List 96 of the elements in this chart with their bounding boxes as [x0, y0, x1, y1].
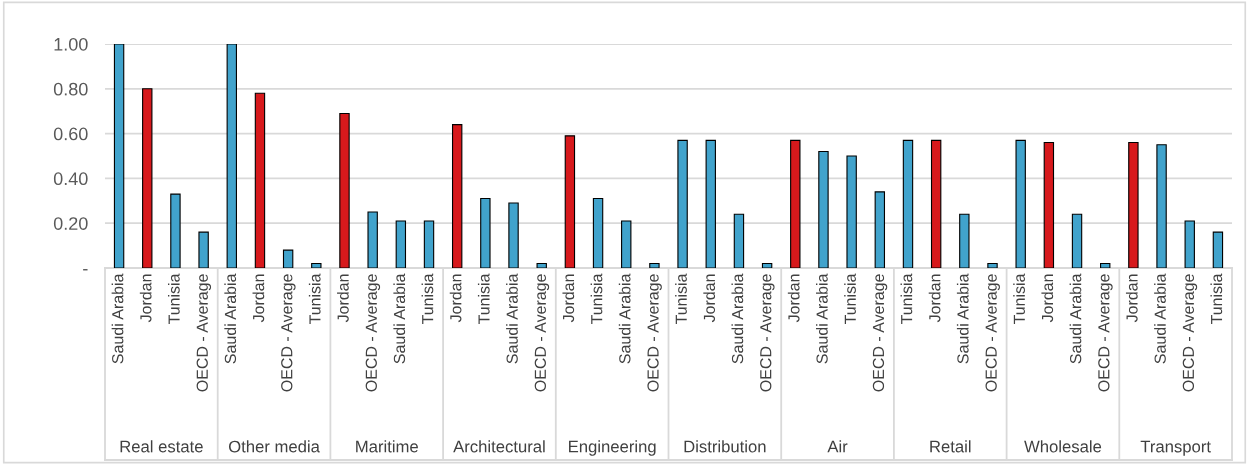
bar	[592, 198, 604, 268]
bar	[451, 124, 463, 268]
bar	[142, 88, 153, 268]
x-tick-label: Saudi Arabia	[506, 273, 518, 364]
x-tick-label: Tunisia	[844, 273, 856, 325]
x-tick-label: Tunisia	[590, 273, 603, 325]
x-tick-label: Jordan	[252, 274, 265, 323]
bar	[339, 112, 350, 268]
x-tick-label: Jordan	[1125, 274, 1138, 323]
bar	[1043, 142, 1055, 268]
bar	[170, 193, 181, 268]
bar	[423, 220, 435, 268]
bar	[113, 44, 125, 268]
bar	[1156, 144, 1167, 268]
text: Maritime	[356, 440, 418, 453]
x-tick-label: Jordan	[337, 274, 349, 323]
bar	[987, 262, 998, 268]
x-tick-label: Saudi Arabia	[956, 273, 969, 364]
text: Engineering	[569, 440, 656, 456]
bar	[311, 262, 322, 268]
bar	[1128, 142, 1139, 268]
x-tick-label: Tunisia	[308, 273, 321, 325]
x-tick-label: OECD - Average	[1098, 274, 1113, 392]
x-tick-label: Tunisia	[900, 273, 913, 325]
text: Retail	[930, 440, 971, 453]
x-tick-label: Jordan	[703, 274, 716, 323]
y-tick-label: 0.20	[53, 217, 88, 230]
bar	[902, 139, 914, 268]
y-tick-label: 1.00	[54, 37, 88, 51]
bar	[254, 92, 266, 268]
bar	[367, 211, 378, 268]
x-tick-label: Saudi Arabia	[111, 273, 124, 364]
y-tick-label: 0.60	[53, 127, 88, 141]
x-tick-label: OECD - Average	[872, 274, 888, 392]
text: Wholesale	[1024, 440, 1102, 453]
bar	[1100, 262, 1111, 268]
x-tick-label: Jordan	[562, 274, 575, 323]
bar	[818, 150, 829, 268]
bar	[564, 135, 576, 268]
bar	[508, 202, 519, 268]
bar	[846, 155, 857, 268]
bar	[761, 262, 773, 268]
x-tick-label: OECD - Average	[281, 274, 296, 392]
bar	[395, 220, 407, 268]
text: Distribution	[684, 440, 766, 453]
x-tick-label: Saudi Arabia	[1154, 273, 1166, 364]
bar	[959, 213, 970, 268]
bar	[621, 220, 632, 268]
bar	[282, 249, 294, 268]
x-tick-label: OECD - Average	[760, 274, 775, 392]
x-tick-label: Jordan	[449, 274, 462, 323]
x-tick-label: OECD - Average	[196, 274, 212, 392]
bar	[649, 262, 660, 268]
x-tick-label: Jordan	[928, 274, 941, 323]
bar	[1212, 231, 1224, 268]
bar	[536, 262, 547, 268]
text: Other media	[228, 440, 320, 453]
bar	[790, 139, 801, 268]
bar	[198, 231, 209, 268]
x-tick-label: Tunisia	[167, 273, 180, 325]
x-tick-label: OECD - Average	[985, 274, 1000, 392]
x-tick-label: Saudi Arabia	[618, 273, 631, 364]
x-tick-label: Tunisia	[1210, 273, 1223, 325]
x-tick-label: OECD - Average	[1182, 274, 1198, 392]
x-tick-label: Saudi Arabia	[731, 273, 744, 364]
x-tick-label: OECD - Average	[647, 274, 662, 392]
bar	[480, 198, 491, 268]
x-tick-label: Jordan	[1041, 274, 1054, 323]
x-tick-label: Saudi Arabia	[816, 273, 828, 364]
y-tick-label: 0.80	[53, 82, 88, 96]
bar	[677, 139, 688, 268]
x-tick-label: Tunisia	[1013, 273, 1025, 325]
x-tick-label: Saudi Arabia	[393, 273, 406, 364]
x-tick-label: Saudi Arabia	[224, 273, 237, 364]
bar	[930, 139, 942, 268]
x-tick-label: Tunisia	[477, 273, 490, 325]
x-tick-label: OECD - Average	[534, 274, 550, 392]
text: Real estate	[120, 440, 203, 453]
x-tick-label: OECD - Average	[365, 274, 381, 392]
bar	[733, 213, 745, 268]
text: Air	[827, 440, 848, 453]
y-tick-label: 0.40	[53, 172, 88, 186]
text: Transport	[1140, 440, 1211, 456]
bar	[1071, 213, 1083, 268]
bar	[226, 44, 237, 268]
bar	[1184, 220, 1195, 268]
x-tick-label: Tunisia	[421, 273, 434, 325]
x-tick-label: Tunisia	[675, 273, 687, 325]
x-tick-label: Jordan	[139, 274, 152, 323]
x-tick-label: Jordan	[787, 274, 800, 323]
x-tick-label: Saudi Arabia	[1069, 273, 1082, 364]
bar	[705, 139, 716, 268]
text: Architectural	[453, 440, 545, 453]
bar	[1015, 139, 1026, 268]
bar	[874, 191, 886, 268]
y-tick-label: -	[83, 269, 88, 271]
